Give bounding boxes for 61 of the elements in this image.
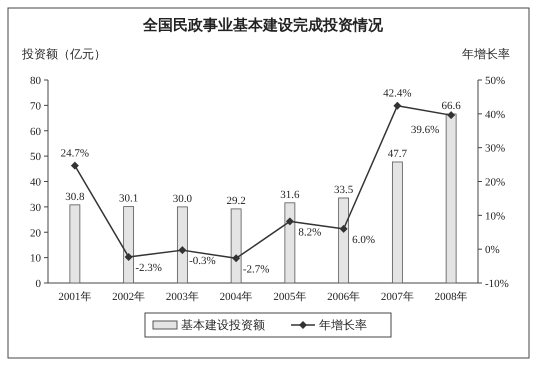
point <box>124 252 133 261</box>
bar <box>230 208 242 284</box>
point <box>340 224 348 233</box>
data-label: 29.2 <box>226 194 246 207</box>
data-label: 8.2% <box>298 226 322 238</box>
point <box>178 246 186 254</box>
data-label: 24.7% <box>60 148 90 160</box>
y-tick-label: 20 <box>30 227 42 240</box>
x-tick-label: 2006年 <box>327 291 360 303</box>
chart-title: 全国民政事业基本建设完成投资情况 <box>142 16 384 34</box>
x-tick-label: 2002年 <box>112 291 146 303</box>
y2-axis-title: 年增长率 <box>462 47 510 61</box>
bar <box>338 198 350 284</box>
data-label: 30.8 <box>65 190 85 203</box>
y2-tick-label: 40% <box>485 108 506 121</box>
bar <box>446 114 457 284</box>
x-tick-label: 2005年 <box>273 291 306 303</box>
point <box>70 162 79 170</box>
point <box>447 111 456 120</box>
y-tick-label: 30 <box>30 202 42 214</box>
y2-tick-label: 30% <box>485 142 506 155</box>
data-label: 39.6% <box>410 124 440 136</box>
data-label: 31.6 <box>280 188 300 201</box>
data-label: -2.3% <box>135 262 162 274</box>
x-tick-label: 2008年 <box>434 291 468 303</box>
y-tick-label: 50 <box>30 151 42 164</box>
data-label: 42.4% <box>383 88 412 100</box>
legend-label: 基本建设投资额 <box>181 318 265 332</box>
bar <box>284 202 296 284</box>
bar <box>123 206 134 284</box>
data-label: 6.0% <box>352 234 376 246</box>
x-tick-label: 2001年 <box>58 291 92 303</box>
bar <box>392 162 403 284</box>
data-label: -2.7% <box>242 263 270 276</box>
data-label: 30.0 <box>172 192 192 205</box>
y-tick-label: 40 <box>30 176 42 188</box>
y-tick-label: 10 <box>30 252 42 265</box>
y2-tick-label: -10% <box>485 278 509 290</box>
y-axis-title: 投资额（亿元） <box>21 47 106 61</box>
y2-tick-label: 50% <box>485 75 506 87</box>
data-label: 33.5 <box>334 184 354 196</box>
data-label: -0.3% <box>189 255 216 268</box>
y2-tick-label: 0% <box>485 244 500 256</box>
point <box>393 102 402 110</box>
bar <box>69 204 80 284</box>
x-tick-label: 2003年 <box>166 291 199 303</box>
y2-tick-label: 20% <box>485 176 506 188</box>
y2-tick-label: 10% <box>485 210 506 222</box>
legend-label: 年增长率 <box>319 318 367 332</box>
x-tick-label: 2004年 <box>220 291 253 303</box>
y-tick-label: 70 <box>30 100 42 112</box>
point <box>232 254 240 262</box>
data-label: 30.1 <box>119 192 138 205</box>
y-tick-label: 60 <box>30 126 42 138</box>
data-label: 66.6 <box>442 100 462 112</box>
y-tick-label: 80 <box>30 75 42 87</box>
x-tick-label: 2007年 <box>380 291 414 303</box>
data-label: 47.7 <box>388 148 408 160</box>
bar <box>176 206 188 284</box>
y-tick-label: 0 <box>36 278 42 290</box>
point <box>286 217 294 226</box>
